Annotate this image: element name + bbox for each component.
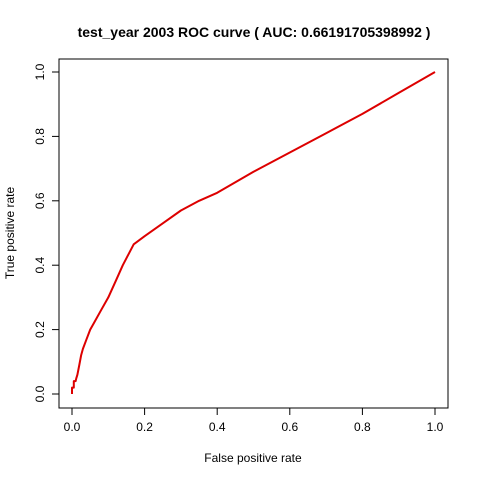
y-tick-label: 1.0 — [33, 63, 47, 80]
plot-frame — [58, 58, 449, 409]
x-tick-label: 0.4 — [209, 420, 226, 434]
roc-curve-line — [71, 71, 436, 394]
x-tick-label: 0.0 — [64, 420, 81, 434]
y-tick-label: 0.8 — [33, 128, 47, 145]
x-axis-label: False positive rate — [204, 451, 302, 465]
x-tick-label: 0.2 — [136, 420, 153, 434]
chart-title: test_year 2003 ROC curve ( AUC: 0.661917… — [78, 24, 431, 40]
x-tick-label: 1.0 — [427, 420, 444, 434]
x-tick-label: 0.6 — [281, 420, 298, 434]
y-axis-label: True positive rate — [3, 187, 17, 280]
y-tick-label: 0.4 — [33, 257, 47, 274]
y-tick-label: 0.0 — [33, 385, 47, 402]
y-tick-label: 0.6 — [33, 192, 47, 209]
x-tick-label: 0.8 — [354, 420, 371, 434]
y-axis: 0.0 0.2 0.4 0.6 0.8 1.0 — [33, 63, 60, 402]
x-axis: 0.0 0.2 0.4 0.6 0.8 1.0 — [64, 407, 444, 434]
y-tick-label: 0.2 — [33, 321, 47, 338]
